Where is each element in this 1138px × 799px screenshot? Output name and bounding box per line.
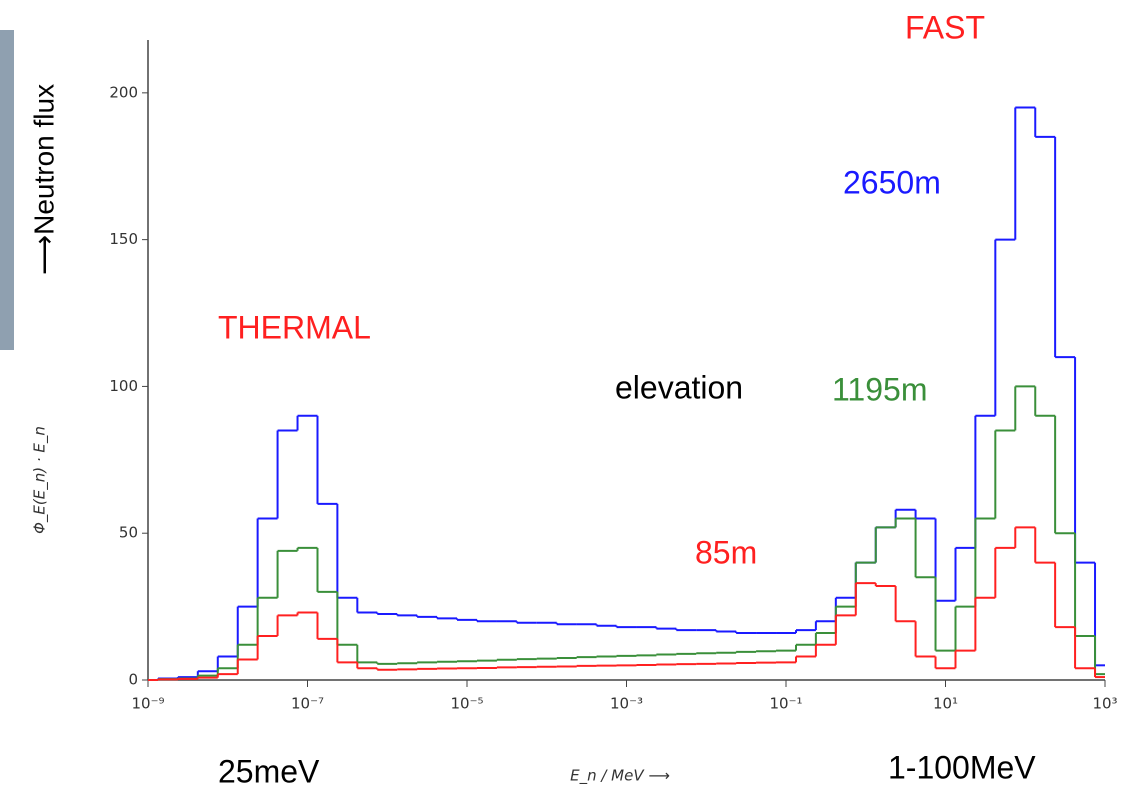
y-axis-title: Φ_E(E_n) · E_n <box>31 426 50 534</box>
x-tick-label: 10⁻⁵ <box>450 695 483 713</box>
x-tick-label: 10⁻⁹ <box>131 695 164 713</box>
annotation: 25meV <box>218 753 320 789</box>
x-tick-label: 10⁻³ <box>610 695 643 713</box>
annotation: THERMAL <box>218 309 371 345</box>
annotation: 1-100MeV <box>888 749 1036 785</box>
y-tick-label: 150 <box>109 230 138 248</box>
image-edge <box>0 30 14 350</box>
annotation: elevation <box>615 369 743 405</box>
annotation: FAST <box>905 9 985 45</box>
series-label: 85m <box>695 534 757 570</box>
x-axis-title: E_n / MeV ⟶ <box>570 767 670 786</box>
x-tick-label: 10³ <box>1092 695 1117 713</box>
y-tick-label: 100 <box>109 377 138 395</box>
x-tick-label: 10⁻⁷ <box>291 695 324 713</box>
series-label: 1195m <box>832 371 927 407</box>
y-tick-label: 200 <box>109 83 138 101</box>
x-tick-label: 10¹ <box>933 695 958 713</box>
y-tick-label: 50 <box>119 524 138 542</box>
y-tick-label: 0 <box>128 671 138 689</box>
series-label: 2650m <box>843 164 941 200</box>
x-tick-label: 10⁻¹ <box>769 695 802 713</box>
annotation: ⟶Neutron flux <box>28 84 59 275</box>
